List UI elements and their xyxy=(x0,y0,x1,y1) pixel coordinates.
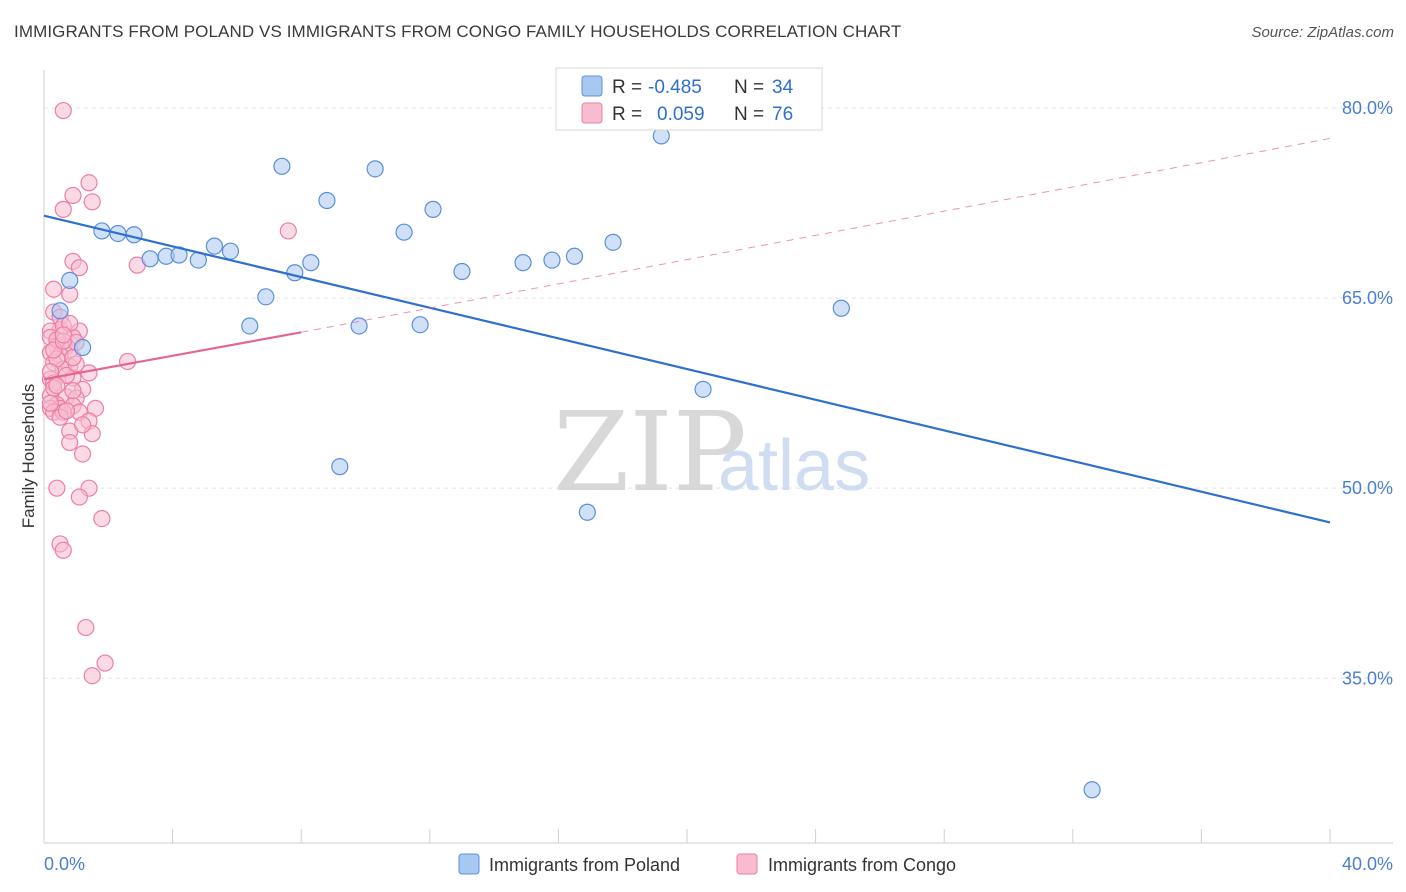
poland-point xyxy=(241,317,259,335)
poland-point xyxy=(832,299,850,317)
poland-point xyxy=(424,200,442,218)
congo-trend-line xyxy=(43,331,302,381)
legend-swatch-congo xyxy=(581,102,603,124)
congo-point xyxy=(96,654,114,672)
congo-point xyxy=(41,362,60,381)
congo-point xyxy=(80,174,98,192)
congo-point xyxy=(70,488,88,506)
poland-point xyxy=(257,288,275,306)
poland-point xyxy=(453,262,471,281)
congo-trend-extension xyxy=(301,137,1331,333)
congo-point xyxy=(83,667,101,685)
poland-point xyxy=(514,254,532,272)
bottom-legend-swatch-poland xyxy=(458,853,480,875)
poland-point xyxy=(578,503,596,521)
legend-n-label-congo: N = xyxy=(734,104,764,125)
legend-swatch-poland xyxy=(581,75,603,97)
congo-point xyxy=(93,509,111,528)
poland-point xyxy=(61,271,79,289)
poland-point xyxy=(221,242,240,260)
poland-point xyxy=(1083,781,1101,799)
congo-point xyxy=(45,280,63,298)
poland-point xyxy=(565,247,584,265)
congo-point xyxy=(83,193,101,211)
poland-point xyxy=(331,458,349,476)
watermark-atlas: atlas xyxy=(718,426,870,506)
correlation-legend: R = -0.485 N = 34 R = 0.059 N = 76 xyxy=(555,67,823,131)
congo-point xyxy=(118,352,137,371)
poland-point xyxy=(273,157,291,175)
congo-point xyxy=(54,326,72,344)
x-tick-label-min: 0.0% xyxy=(44,854,85,874)
congo-series xyxy=(41,101,297,685)
poland-trend-line xyxy=(43,214,1331,524)
poland-point xyxy=(205,237,223,255)
y-tick-label: 50.0% xyxy=(1342,478,1393,498)
poland-point xyxy=(350,317,368,335)
poland-point xyxy=(141,250,159,268)
congo-point xyxy=(73,416,92,434)
poland-point xyxy=(604,233,622,251)
legend-n-label-poland: N = xyxy=(734,77,764,98)
poland-point xyxy=(411,316,429,334)
poland-point xyxy=(543,251,561,269)
source-label: Source: ZipAtlas.com xyxy=(1251,24,1394,41)
congo-point xyxy=(41,394,60,412)
poland-point xyxy=(395,223,413,241)
congo-point xyxy=(64,382,82,400)
congo-point xyxy=(70,259,88,277)
poland-point xyxy=(694,380,712,398)
congo-point xyxy=(54,541,72,559)
congo-point xyxy=(61,433,79,452)
congo-point xyxy=(64,186,82,205)
congo-point xyxy=(54,101,72,120)
y-axis-title: Family Households xyxy=(19,384,38,529)
congo-point xyxy=(57,402,76,420)
poland-point xyxy=(318,191,336,210)
x-axis-ticks xyxy=(43,829,1331,843)
congo-point xyxy=(279,222,297,240)
congo-point xyxy=(48,376,66,395)
bottom-legend-label-poland: Immigrants from Poland xyxy=(489,855,680,875)
poland-point xyxy=(73,338,92,357)
legend-n-value-congo: 76 xyxy=(772,104,793,125)
series-legend: Immigrants from Poland Immigrants from C… xyxy=(458,853,956,875)
chart-title: IMMIGRANTS FROM POLAND VS IMMIGRANTS FRO… xyxy=(14,22,902,41)
poland-point xyxy=(302,254,320,272)
y-tick-label: 35.0% xyxy=(1342,668,1393,688)
y-tick-labels: 35.0% 50.0% 65.0% 80.0% xyxy=(1342,98,1393,688)
legend-r-label-poland: R = xyxy=(612,77,642,98)
bottom-legend-swatch-congo xyxy=(736,853,758,875)
congo-point xyxy=(48,479,66,497)
legend-r-value-poland: -0.485 xyxy=(648,77,702,98)
legend-r-label-congo: R = xyxy=(612,104,642,125)
y-tick-label: 80.0% xyxy=(1342,98,1393,118)
x-tick-label-max: 40.0% xyxy=(1342,854,1393,874)
y-tick-label: 65.0% xyxy=(1342,288,1393,308)
poland-point xyxy=(51,302,69,320)
congo-point xyxy=(73,445,92,463)
legend-n-value-poland: 34 xyxy=(772,77,794,98)
poland-point xyxy=(366,160,384,178)
congo-point xyxy=(54,200,72,218)
legend-r-value-congo: 0.059 xyxy=(657,104,705,125)
bottom-legend-label-congo: Immigrants from Congo xyxy=(768,855,956,875)
watermark-zip: ZIP xyxy=(553,388,747,516)
congo-point xyxy=(77,618,95,637)
poland-point xyxy=(286,264,304,282)
